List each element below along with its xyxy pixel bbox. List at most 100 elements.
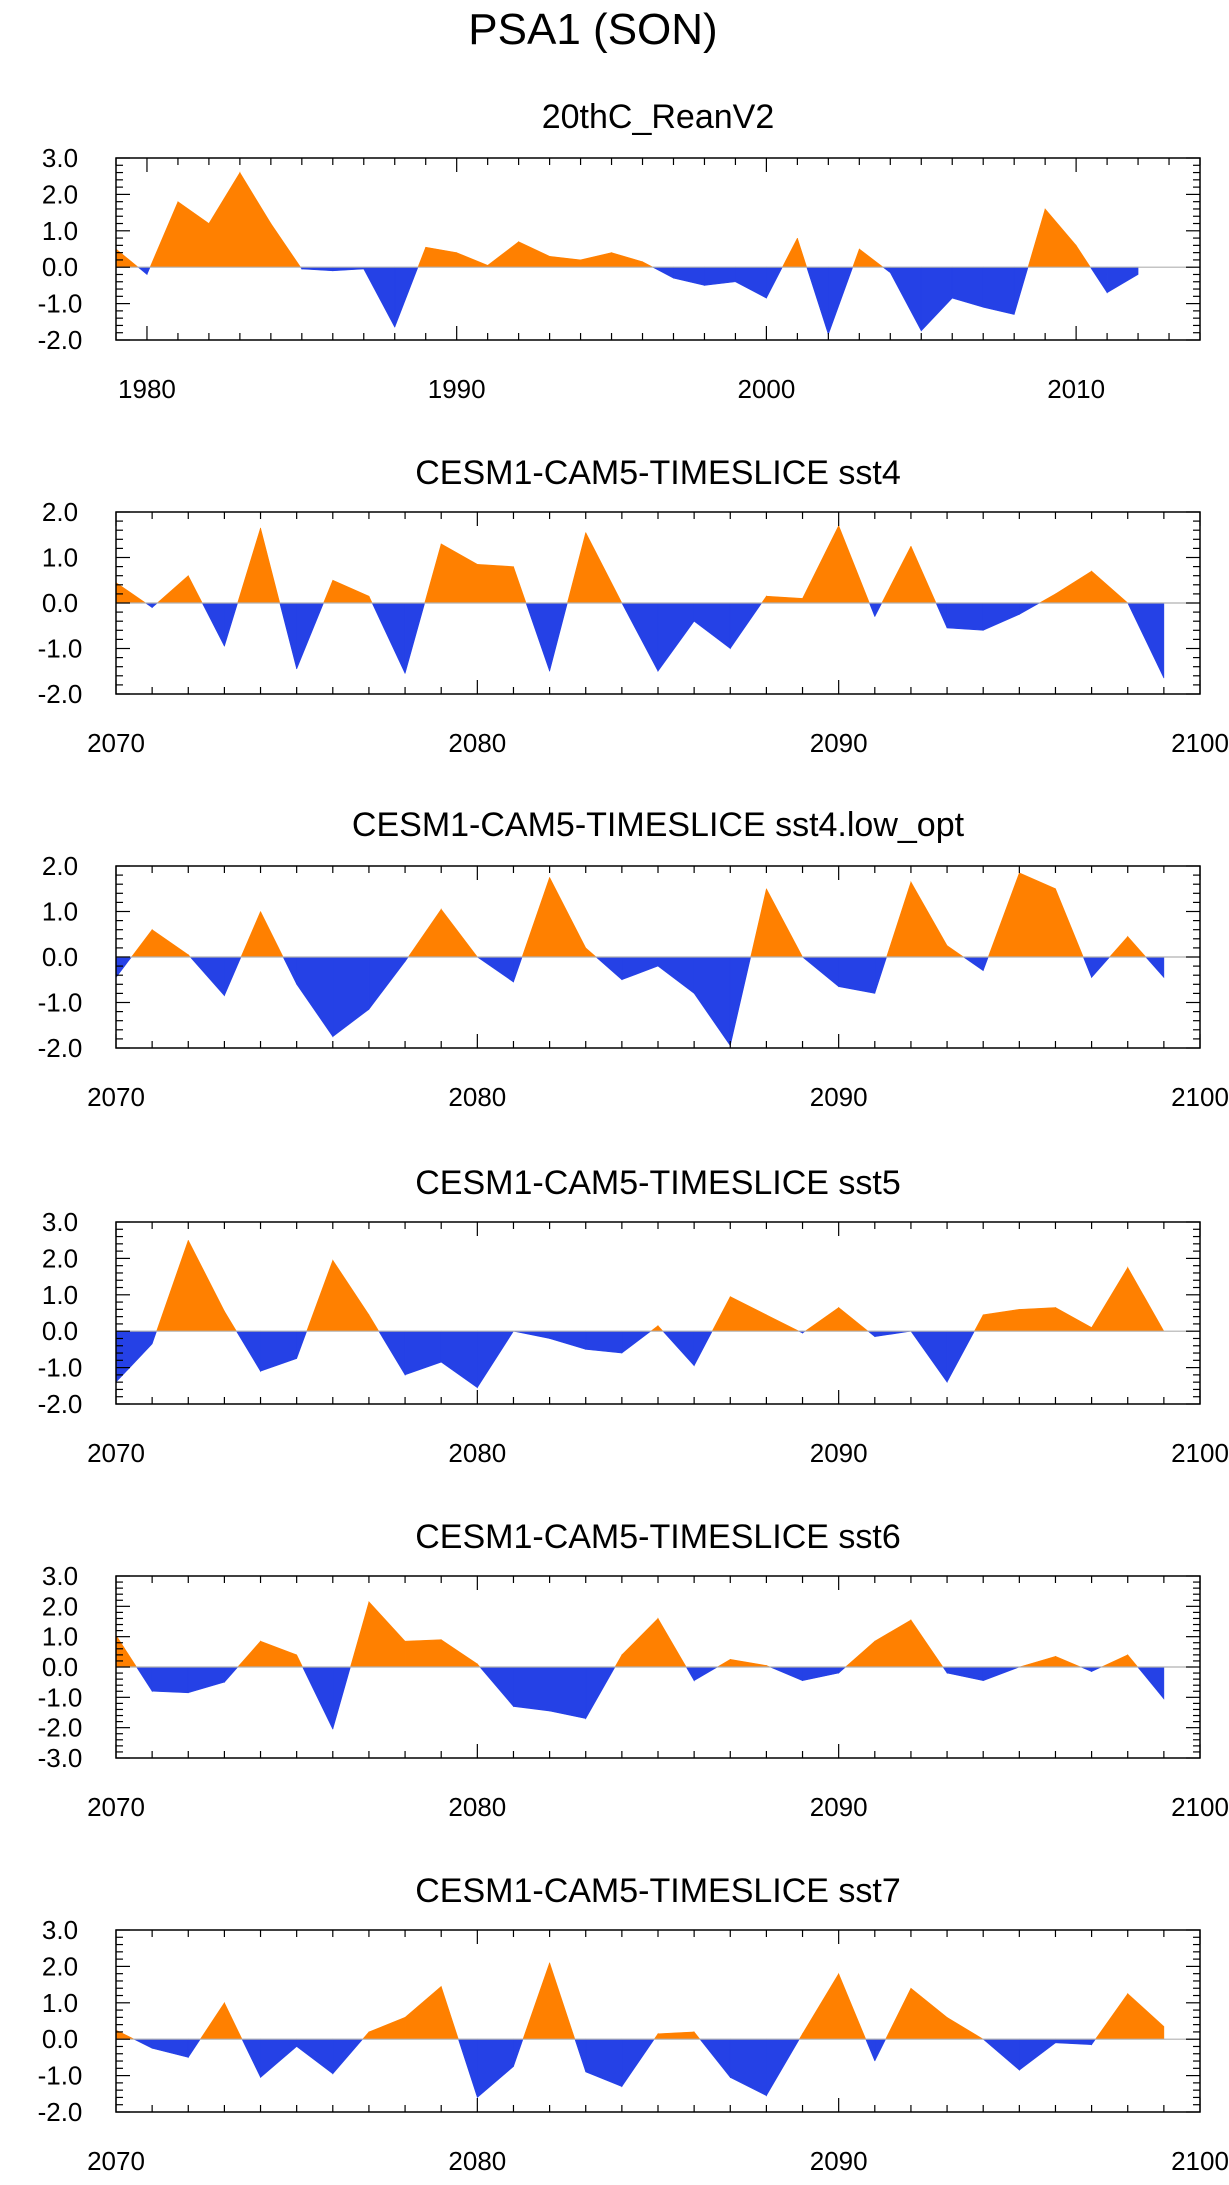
positive-area [522,1962,550,2040]
negative-area [1082,956,1092,978]
y-tick-label: -1.0 [38,1682,83,1712]
negative-area [1091,956,1111,979]
negative-area [882,266,891,274]
negative-area [224,1666,239,1683]
negative-area [1091,1666,1102,1673]
positive-area [653,2032,659,2040]
positive-area [440,908,478,958]
positive-area [844,1640,876,1668]
negative-area [137,266,148,276]
positive-area [361,2031,370,2040]
negative-area [657,602,695,673]
negative-area [735,266,767,299]
positive-area [487,241,519,268]
positive-area [585,947,597,958]
positive-area [350,1601,370,1668]
positive-area [766,1314,800,1332]
y-tick-label: -1.0 [38,1353,83,1383]
positive-area [513,566,527,604]
positive-area [237,1640,261,1668]
positive-area [260,1640,297,1668]
negative-area [874,602,883,617]
positive-area [424,543,442,604]
panel-title: CESM1-CAM5-TIMESLICE sst5 [415,1164,901,1202]
y-tick-label: 0.0 [42,252,78,282]
positive-area [1055,1307,1092,1332]
negative-area [828,266,854,335]
y-tick-label: 1.0 [42,1988,78,2018]
negative-area [621,602,659,672]
negative-area [982,266,1015,315]
positive-area [368,596,373,604]
negative-area [525,602,550,672]
positive-area [910,880,948,958]
negative-area [585,1330,623,1354]
negative-area [549,1666,587,1719]
negative-area [595,956,623,981]
x-tick-label: 2010 [1047,374,1105,404]
positive-area [987,872,1020,958]
negative-area [187,2038,201,2059]
negative-area [201,602,225,647]
positive-area [910,1987,948,2040]
negative-area [801,956,839,988]
positive-area [1055,1655,1081,1668]
x-tick-label: 2080 [448,1082,506,1112]
negative-area [1091,2038,1097,2046]
negative-area [946,1666,984,1682]
x-tick-label: 2090 [810,728,868,758]
chart-panel-5: CESM1-CAM5-TIMESLICE sst6 2070 2080 2090 210… [38,1518,1229,1822]
negative-area [874,1330,911,1338]
positive-area [838,1306,869,1332]
negative-area [549,1330,587,1350]
negative-area [935,602,948,629]
negative-area [766,2038,800,2097]
positive-area [614,1653,623,1668]
positive-area [260,911,284,958]
negative-area [477,2038,514,2099]
positive-area [886,881,912,958]
positive-area [368,2016,406,2040]
y-tick-label: -2.0 [38,1713,83,1743]
positive-area [270,222,302,268]
positive-area [797,237,808,268]
x-tick-label: 2100 [1171,1438,1229,1468]
negative-area [838,1666,847,1674]
positive-area [611,252,643,268]
positive-area [456,252,488,268]
positive-area [657,1324,664,1332]
negative-area [513,1666,550,1712]
negative-area [133,2038,153,2049]
negative-area [951,266,984,308]
negative-area [1019,2038,1056,2071]
positive-area [332,1259,370,1332]
negative-area [378,1330,406,1376]
positive-area [187,1240,225,1332]
positive-area [156,575,189,604]
y-tick-label: 2.0 [42,179,78,209]
x-tick-label: 2080 [448,2146,506,2176]
negative-area [868,602,876,617]
x-tick-label: 2100 [1171,1082,1229,1112]
x-tick-label: 2100 [1171,1792,1229,1822]
negative-area [621,1330,652,1354]
x-tick-label: 2070 [87,1438,145,1468]
negative-area [224,956,242,996]
positive-area [1127,1993,1165,2040]
positive-area [296,1654,304,1668]
positive-area [649,1325,659,1332]
positive-area [237,527,261,604]
negative-area [1013,266,1029,315]
x-tick-label: 1990 [428,374,486,404]
negative-area [332,956,370,1038]
negative-area [151,1666,189,1694]
positive-area [804,1306,839,1332]
positive-area [580,252,612,268]
positive-area [859,248,885,268]
negative-area [766,266,783,299]
y-tick-label: 2.0 [42,1591,78,1621]
y-tick-label: -1.0 [38,634,83,664]
positive-area [1038,593,1056,604]
